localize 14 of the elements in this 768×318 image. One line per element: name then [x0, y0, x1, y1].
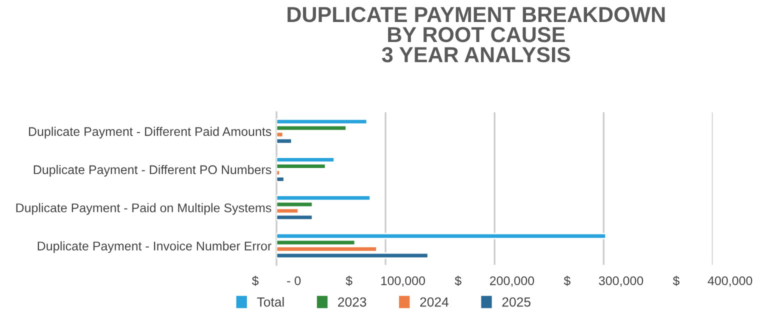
- legend-label: Total: [257, 297, 284, 307]
- legend-label: 2025: [502, 297, 530, 307]
- y-tick-label: Duplicate Payment - Different PO Numbers: [34, 164, 272, 177]
- y-tick-label: Duplicate Payment - Different Paid Amounts: [29, 126, 272, 138]
- legend-label: 2023: [338, 297, 366, 307]
- x-tick-label: $ 300,000: [564, 276, 644, 287]
- legend-label: 2024: [420, 297, 449, 307]
- chart-title: DUPLICATE PAYMENT BREAKDOWN BY ROOT CAUSE 3 YEAR ANALYSIS: [288, 6, 665, 62]
- x-tick-label: $ 200,000: [454, 276, 534, 287]
- x-tick-label: $ 100,000: [346, 276, 426, 287]
- y-tick-label: Duplicate Payment - Invoice Number Error: [38, 241, 272, 253]
- x-tick-label: $ - 0: [252, 276, 301, 286]
- y-tick-label: Duplicate Payment - Paid on Multiple Systems: [16, 203, 272, 215]
- x-tick-label: $ 400,000: [672, 276, 752, 287]
